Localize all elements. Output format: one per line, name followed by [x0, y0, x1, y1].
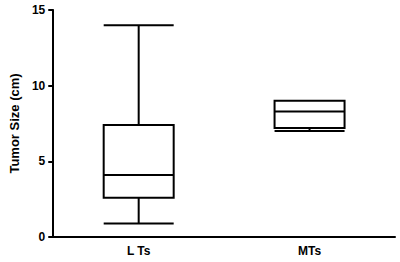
svg-text:L Ts: L Ts [127, 244, 151, 258]
svg-text:Tumor Size (cm): Tumor Size (cm) [7, 73, 22, 173]
svg-text:0: 0 [39, 230, 46, 244]
svg-text:5: 5 [39, 154, 46, 168]
svg-text:MTs: MTs [298, 244, 321, 258]
svg-text:10: 10 [32, 79, 46, 93]
svg-text:15: 15 [32, 3, 46, 17]
